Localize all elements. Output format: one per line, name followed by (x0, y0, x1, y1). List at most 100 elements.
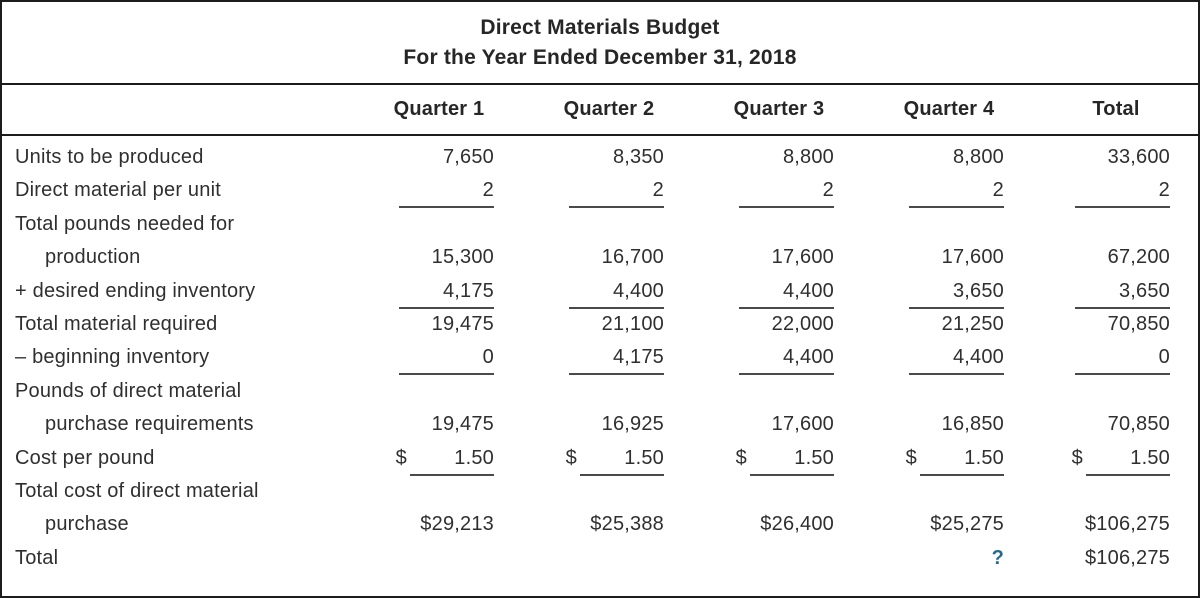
cell-value: 16,850 (941, 413, 1004, 436)
row-label: Total cost of direct material (15, 479, 259, 502)
table-row: Cost per pound $1.50 $1.50 $1.50 $1.50 $1.50 (2, 444, 1198, 477)
cell-value: 8,800 (782, 146, 834, 168)
row-label: Total material required (15, 312, 218, 335)
value-cell: 4,400 (864, 343, 1034, 376)
currency-symbol: $ (905, 446, 917, 469)
column-header-quarter-3: Quarter 3 (733, 98, 825, 120)
value-cell: $25,388 (524, 510, 694, 538)
value-cell: 2 (864, 176, 1034, 209)
missing-value-placeholder: ? (991, 546, 1004, 569)
value-cell: 22,000 (694, 310, 864, 338)
value-cell: $25,275 (864, 510, 1034, 538)
cell-value: 8,350 (612, 146, 664, 168)
value-cell: $1.50 (864, 444, 1034, 476)
value-cell: 4,175 (354, 277, 524, 309)
row-label: purchase requirements (45, 413, 254, 436)
value-cell: 3,650 (1034, 277, 1198, 309)
value-cell: 17,600 (864, 243, 1034, 271)
value-cell: 70,850 (1034, 310, 1198, 338)
cell-value: 7,650 (442, 146, 494, 168)
cell-value: $25,388 (590, 513, 664, 536)
cell-value: 4,400 (569, 277, 664, 309)
value-cell: 3,650 (864, 277, 1034, 309)
table-row: Pounds of direct material (2, 377, 1198, 410)
cell-value: 4,400 (739, 343, 834, 376)
cell-value: 1.50 (920, 444, 1004, 476)
value-cell: 2 (524, 176, 694, 209)
value-cell: $1.50 (694, 444, 864, 476)
table-row: purchase requirements 19,475 16,925 17,600 1… (2, 410, 1198, 443)
column-header-quarter-4: Quarter 4 (903, 98, 995, 120)
value-cell: 0 (1034, 343, 1198, 376)
table-title: Direct Materials Budget (480, 16, 720, 39)
row-label: Direct material per unit (15, 179, 221, 202)
cell-value: $106,275 (1084, 546, 1170, 569)
cell-value: 19,475 (431, 312, 494, 335)
value-cell: 8,800 (864, 143, 1034, 171)
value-cell: $1.50 (524, 444, 694, 476)
table-row: Direct material per unit 2 2 2 2 2 (2, 176, 1198, 209)
cell-value: 0 (1075, 343, 1170, 376)
cell-value: 15,300 (431, 246, 494, 269)
value-cell: 8,350 (524, 143, 694, 171)
value-cell: 21,100 (524, 310, 694, 338)
value-cell: $106,275 (1034, 510, 1198, 538)
cell-value: 4,175 (569, 343, 664, 376)
cell-value: 4,400 (909, 343, 1004, 376)
table-row: + desired ending inventory 4,175 4,400 4,40… (2, 277, 1198, 310)
currency-symbol: $ (1071, 446, 1083, 469)
table-body: Units to be produced 7,650 8,350 8,800 8,800… (2, 136, 1198, 577)
table-row: Total? $106,275 (2, 544, 1198, 577)
value-cell: 17,600 (694, 243, 864, 271)
column-header-row: Quarter 1 Quarter 2 Quarter 3 Quarter 4 … (2, 85, 1198, 136)
cell-value: 0 (399, 343, 494, 376)
cell-value: 1.50 (1086, 444, 1170, 476)
row-label: Pounds of direct material (15, 379, 242, 402)
column-header-quarter-1: Quarter 1 (393, 98, 485, 120)
currency-symbol: $ (395, 446, 407, 469)
cell-value: 8,800 (952, 146, 1004, 168)
cell-value: 70,850 (1107, 413, 1170, 436)
value-cell: 4,400 (694, 343, 864, 376)
value-cell: 4,400 (694, 277, 864, 309)
cell-value: 67,200 (1107, 246, 1170, 269)
value-cell: 2 (1034, 176, 1198, 209)
table-row: Total pounds needed for (2, 210, 1198, 243)
value-cell: $1.50 (1034, 444, 1198, 476)
value-cell: $26,400 (694, 510, 864, 538)
value-cell: 8,800 (694, 143, 864, 171)
cell-value: 16,925 (601, 413, 664, 436)
cell-value: 2 (399, 176, 494, 209)
value-cell: 4,400 (524, 277, 694, 309)
row-label: Total (15, 546, 59, 569)
value-cell: 70,850 (1034, 410, 1198, 438)
cell-value: 4,400 (739, 277, 834, 309)
cell-value: 2 (1075, 176, 1170, 209)
currency-symbol: $ (735, 446, 747, 469)
value-cell: 19,475 (354, 410, 524, 438)
cell-value: $106,275 (1084, 513, 1170, 536)
cell-value: 17,600 (771, 413, 834, 436)
value-cell: ? (864, 544, 1034, 572)
value-cell: 0 (354, 343, 524, 376)
currency-symbol: $ (565, 446, 577, 469)
value-cell: $1.50 (354, 444, 524, 476)
value-cell: 19,475 (354, 310, 524, 338)
cell-value: 1.50 (410, 444, 494, 476)
value-cell: 67,200 (1034, 243, 1198, 271)
cell-value: $25,275 (930, 513, 1004, 536)
value-cell: 4,175 (524, 343, 694, 376)
cell-value: 3,650 (1075, 277, 1170, 309)
cell-value: 1.50 (580, 444, 664, 476)
value-cell: 17,600 (694, 410, 864, 438)
table-title-block: Direct Materials Budget For the Year End… (2, 2, 1198, 85)
row-label: purchase (45, 513, 129, 536)
value-cell: $106,275 (1034, 544, 1198, 572)
row-label: Cost per pound (15, 446, 155, 469)
value-cell: 7,650 (354, 143, 524, 171)
row-label: + desired ending inventory (15, 279, 256, 302)
table-row: Units to be produced 7,650 8,350 8,800 8,800… (2, 143, 1198, 176)
cell-value: 4,175 (399, 277, 494, 309)
cell-value: 21,250 (941, 312, 1004, 335)
row-label: production (45, 246, 141, 269)
